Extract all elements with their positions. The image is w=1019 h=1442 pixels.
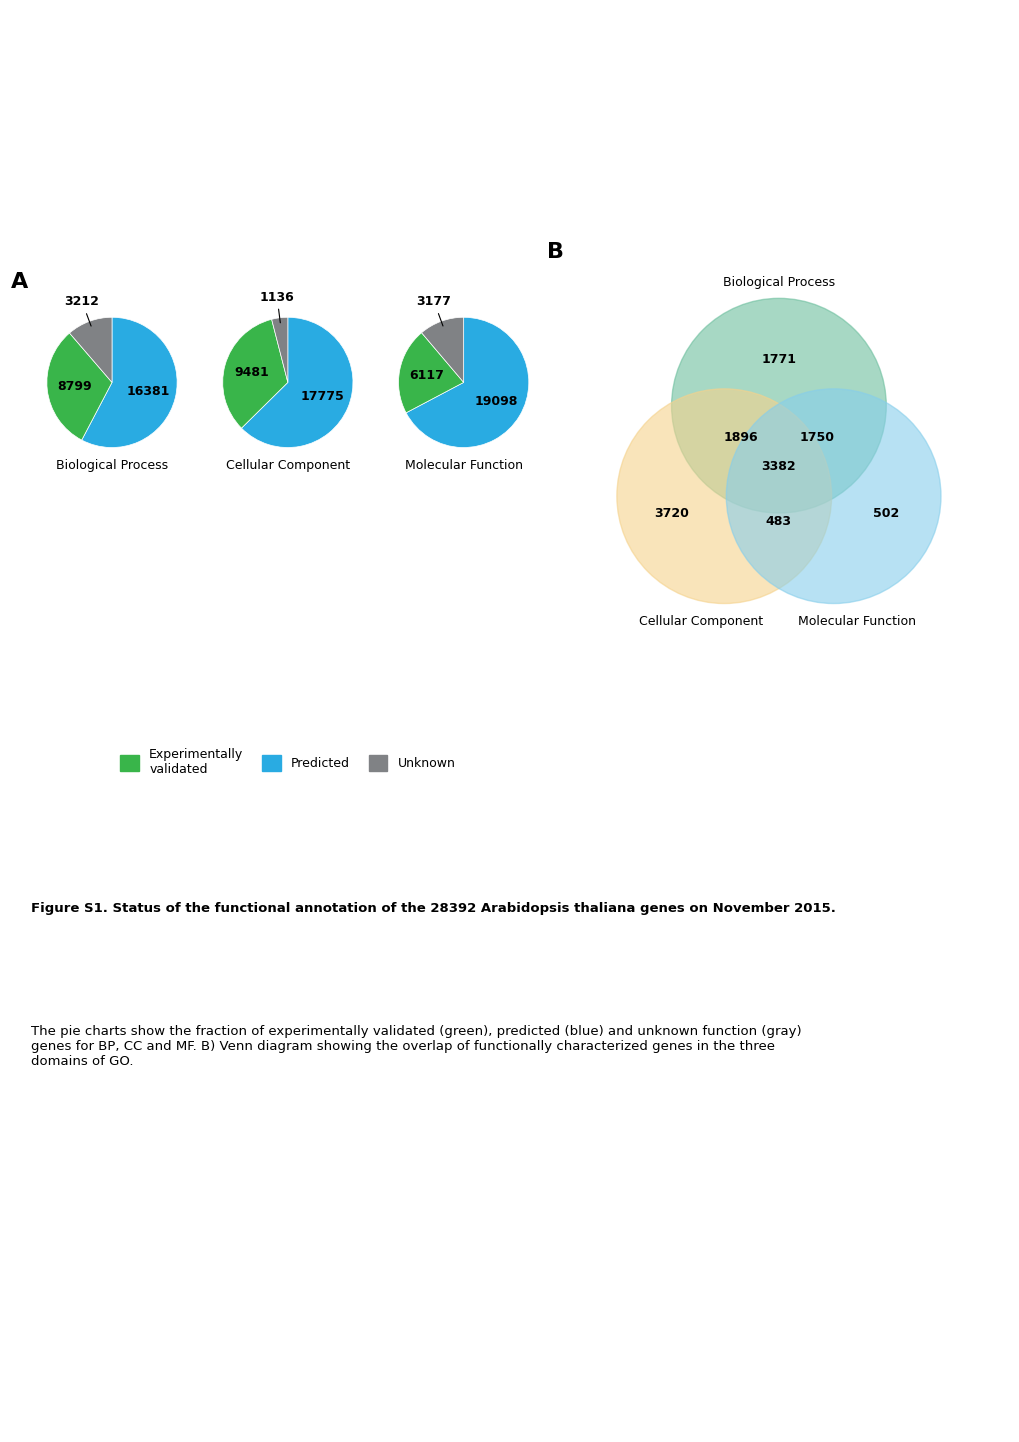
Text: 3382: 3382 xyxy=(761,460,796,473)
Text: Cellular Component: Cellular Component xyxy=(638,616,762,629)
Text: B: B xyxy=(547,241,564,261)
Text: 1771: 1771 xyxy=(761,353,796,366)
Circle shape xyxy=(671,298,886,513)
Title: Cellular Component: Cellular Component xyxy=(225,459,350,472)
Text: 16381: 16381 xyxy=(127,385,170,398)
Wedge shape xyxy=(271,317,287,382)
Text: 3177: 3177 xyxy=(416,296,451,326)
Wedge shape xyxy=(242,317,353,447)
Text: 1136: 1136 xyxy=(260,291,294,323)
Text: A: A xyxy=(11,271,29,291)
Text: Figure S1. Status of the functional annotation of the 28392 Arabidopsis thaliana: Figure S1. Status of the functional anno… xyxy=(31,903,835,916)
Wedge shape xyxy=(47,333,112,440)
Wedge shape xyxy=(421,317,464,382)
Legend: Experimentally
validated, Predicted, Unknown: Experimentally validated, Predicted, Unk… xyxy=(120,748,454,776)
Text: 19098: 19098 xyxy=(474,395,518,408)
Wedge shape xyxy=(222,319,287,428)
Title: Molecular Function: Molecular Function xyxy=(405,459,522,472)
Wedge shape xyxy=(406,317,528,447)
Text: 6117: 6117 xyxy=(409,369,443,382)
Text: 1750: 1750 xyxy=(799,431,834,444)
Text: 8799: 8799 xyxy=(57,381,92,394)
Circle shape xyxy=(616,389,830,604)
Wedge shape xyxy=(82,317,177,447)
Title: Biological Process: Biological Process xyxy=(56,459,168,472)
Text: 502: 502 xyxy=(872,506,899,519)
Text: 1896: 1896 xyxy=(723,431,757,444)
Wedge shape xyxy=(69,317,112,382)
Text: Molecular Function: Molecular Function xyxy=(797,616,915,629)
Text: 9481: 9481 xyxy=(233,366,269,379)
Circle shape xyxy=(726,389,941,604)
Text: 17775: 17775 xyxy=(301,391,344,404)
Text: 3720: 3720 xyxy=(653,506,689,519)
Text: The pie charts show the fraction of experimentally validated (green), predicted : The pie charts show the fraction of expe… xyxy=(31,1025,801,1069)
Text: 3212: 3212 xyxy=(64,296,100,326)
Wedge shape xyxy=(398,333,464,412)
Text: 483: 483 xyxy=(765,515,791,528)
Text: Biological Process: Biological Process xyxy=(722,275,835,288)
